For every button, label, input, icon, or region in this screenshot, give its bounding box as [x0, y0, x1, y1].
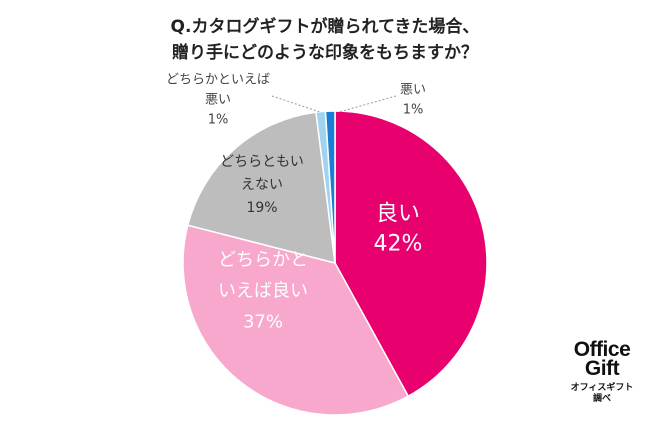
- logo-line-3: オフィスギフト: [570, 382, 634, 392]
- pie-slice-4: [324, 110, 336, 264]
- office-gift-logo: Office Gift オフィスギフト 調べ: [560, 338, 644, 404]
- slice-category-label-3: どちらかといえば: [166, 73, 270, 88]
- logo-line-1: Office: [573, 338, 631, 361]
- slice-value-label-3: 1%: [208, 113, 229, 128]
- slice-value-label-4: 1%: [403, 103, 424, 118]
- slice-value-label-2: 19%: [246, 200, 277, 216]
- logo-line-2: Gift: [584, 357, 620, 380]
- slice-category-label-1: どちらかと: [218, 249, 308, 270]
- slice-category-label-3: 悪い: [205, 93, 231, 108]
- pie-slice-1: [182, 224, 410, 416]
- pie-slice-0: [334, 110, 488, 398]
- slice-value-label-1: 37%: [243, 311, 283, 332]
- chart-title-line-1: Q.カタログギフトが贈られてきた場合、: [170, 17, 480, 37]
- logo-line-4: 調べ: [592, 393, 611, 403]
- slice-category-label-4: 悪い: [400, 83, 426, 98]
- slice-category-label-2: えない: [241, 177, 283, 193]
- chart-title: Q.カタログギフトが贈られてきた場合、 贈り手にどのような印象をもちますか？: [0, 14, 650, 66]
- slice-category-label-2: どちらともい: [220, 154, 304, 170]
- slice-value-label-0: 42%: [374, 232, 423, 257]
- chart-title-line-2: 贈り手にどのような印象をもちますか？: [172, 43, 478, 63]
- slice-category-label-0: 良い: [376, 202, 420, 227]
- pie-slice-2: [186, 111, 336, 265]
- leader-line-3: [271, 95, 321, 113]
- leader-line-4: [338, 95, 397, 113]
- slice-category-label-1: いえば良い: [218, 280, 308, 301]
